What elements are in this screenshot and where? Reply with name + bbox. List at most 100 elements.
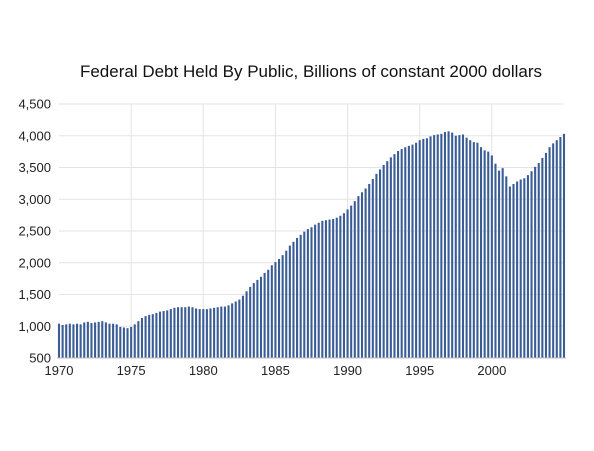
bar	[415, 142, 418, 358]
y-tick-label: 2,500	[18, 224, 51, 239]
bar	[202, 309, 205, 358]
bar	[213, 307, 216, 358]
bar	[537, 163, 540, 358]
bar	[400, 149, 403, 358]
bar	[281, 255, 284, 358]
bar	[223, 306, 226, 358]
bar	[176, 307, 180, 358]
bar	[490, 155, 493, 358]
bar	[526, 175, 529, 358]
bar	[350, 205, 353, 358]
bar	[519, 179, 522, 358]
bar	[306, 229, 309, 358]
bar	[126, 328, 129, 358]
bar	[465, 137, 468, 358]
y-tick-label: 1,500	[18, 287, 51, 302]
bar	[198, 309, 201, 358]
bar	[65, 324, 68, 358]
y-tick-label: 2,000	[18, 255, 51, 270]
y-tick-label: 3,500	[18, 160, 51, 175]
bar	[498, 170, 501, 358]
bar	[277, 258, 281, 358]
bar	[216, 307, 219, 358]
x-tick-label: 1990	[333, 363, 362, 378]
bar	[115, 324, 118, 358]
bar	[274, 262, 277, 358]
bar	[555, 140, 558, 358]
bar	[191, 307, 194, 358]
bar	[353, 201, 356, 358]
bar	[368, 184, 371, 358]
bar	[144, 316, 147, 358]
bar	[389, 157, 392, 358]
bar	[371, 178, 374, 358]
bar	[72, 324, 75, 358]
bar	[360, 192, 364, 358]
bar	[516, 181, 519, 358]
bar	[335, 217, 338, 358]
chart-title: Federal Debt Held By Public, Billions of…	[80, 62, 542, 81]
bar	[461, 134, 465, 358]
bar	[209, 308, 212, 358]
bar	[104, 322, 107, 358]
bar	[180, 307, 183, 358]
bar	[263, 272, 266, 358]
bar	[68, 323, 71, 358]
bar	[411, 144, 414, 358]
bar	[140, 318, 144, 358]
bar	[324, 220, 327, 358]
bar	[382, 164, 385, 358]
bar-series	[57, 131, 566, 359]
bar	[155, 312, 158, 358]
bar	[231, 303, 234, 358]
bar	[378, 169, 382, 358]
bar	[447, 131, 450, 358]
bar	[79, 324, 82, 358]
bar	[288, 245, 291, 358]
bar	[245, 291, 248, 358]
bar	[393, 154, 396, 358]
bar	[512, 184, 515, 358]
bar	[166, 310, 169, 359]
bar	[433, 135, 436, 358]
y-tick-label: 4,000	[18, 128, 51, 143]
bar	[364, 188, 367, 358]
bar	[108, 323, 111, 358]
bar	[234, 301, 237, 358]
axes: 500 1,000 1,500 2,000 2,500 3,000 3,500 4,000 4,…	[18, 97, 566, 378]
bar	[162, 311, 165, 358]
bar	[86, 321, 89, 358]
bar	[454, 135, 457, 358]
bar	[523, 178, 526, 358]
bar	[133, 324, 136, 358]
bar	[220, 306, 223, 358]
bar	[505, 176, 508, 358]
bar	[94, 322, 97, 358]
bar	[357, 196, 360, 358]
bar	[476, 142, 479, 358]
bar	[469, 140, 472, 358]
x-tick-label: 2000	[477, 363, 506, 378]
bar	[479, 147, 483, 358]
bar	[148, 314, 151, 358]
bar	[472, 142, 475, 358]
bar	[83, 322, 86, 358]
bar	[296, 237, 299, 358]
bar	[249, 286, 252, 358]
bar	[321, 220, 324, 358]
bar	[487, 151, 490, 359]
bar	[259, 276, 263, 358]
bar	[436, 134, 439, 358]
x-tick-label: 1970	[45, 363, 74, 378]
bar	[173, 307, 176, 358]
bar	[418, 140, 421, 358]
x-tick-label: 1995	[405, 363, 434, 378]
bar	[119, 326, 122, 358]
bar	[112, 323, 115, 358]
y-tick-label: 500	[29, 351, 51, 366]
bar	[75, 323, 79, 358]
bar	[451, 132, 454, 358]
bar	[375, 173, 378, 358]
bar	[508, 186, 511, 358]
